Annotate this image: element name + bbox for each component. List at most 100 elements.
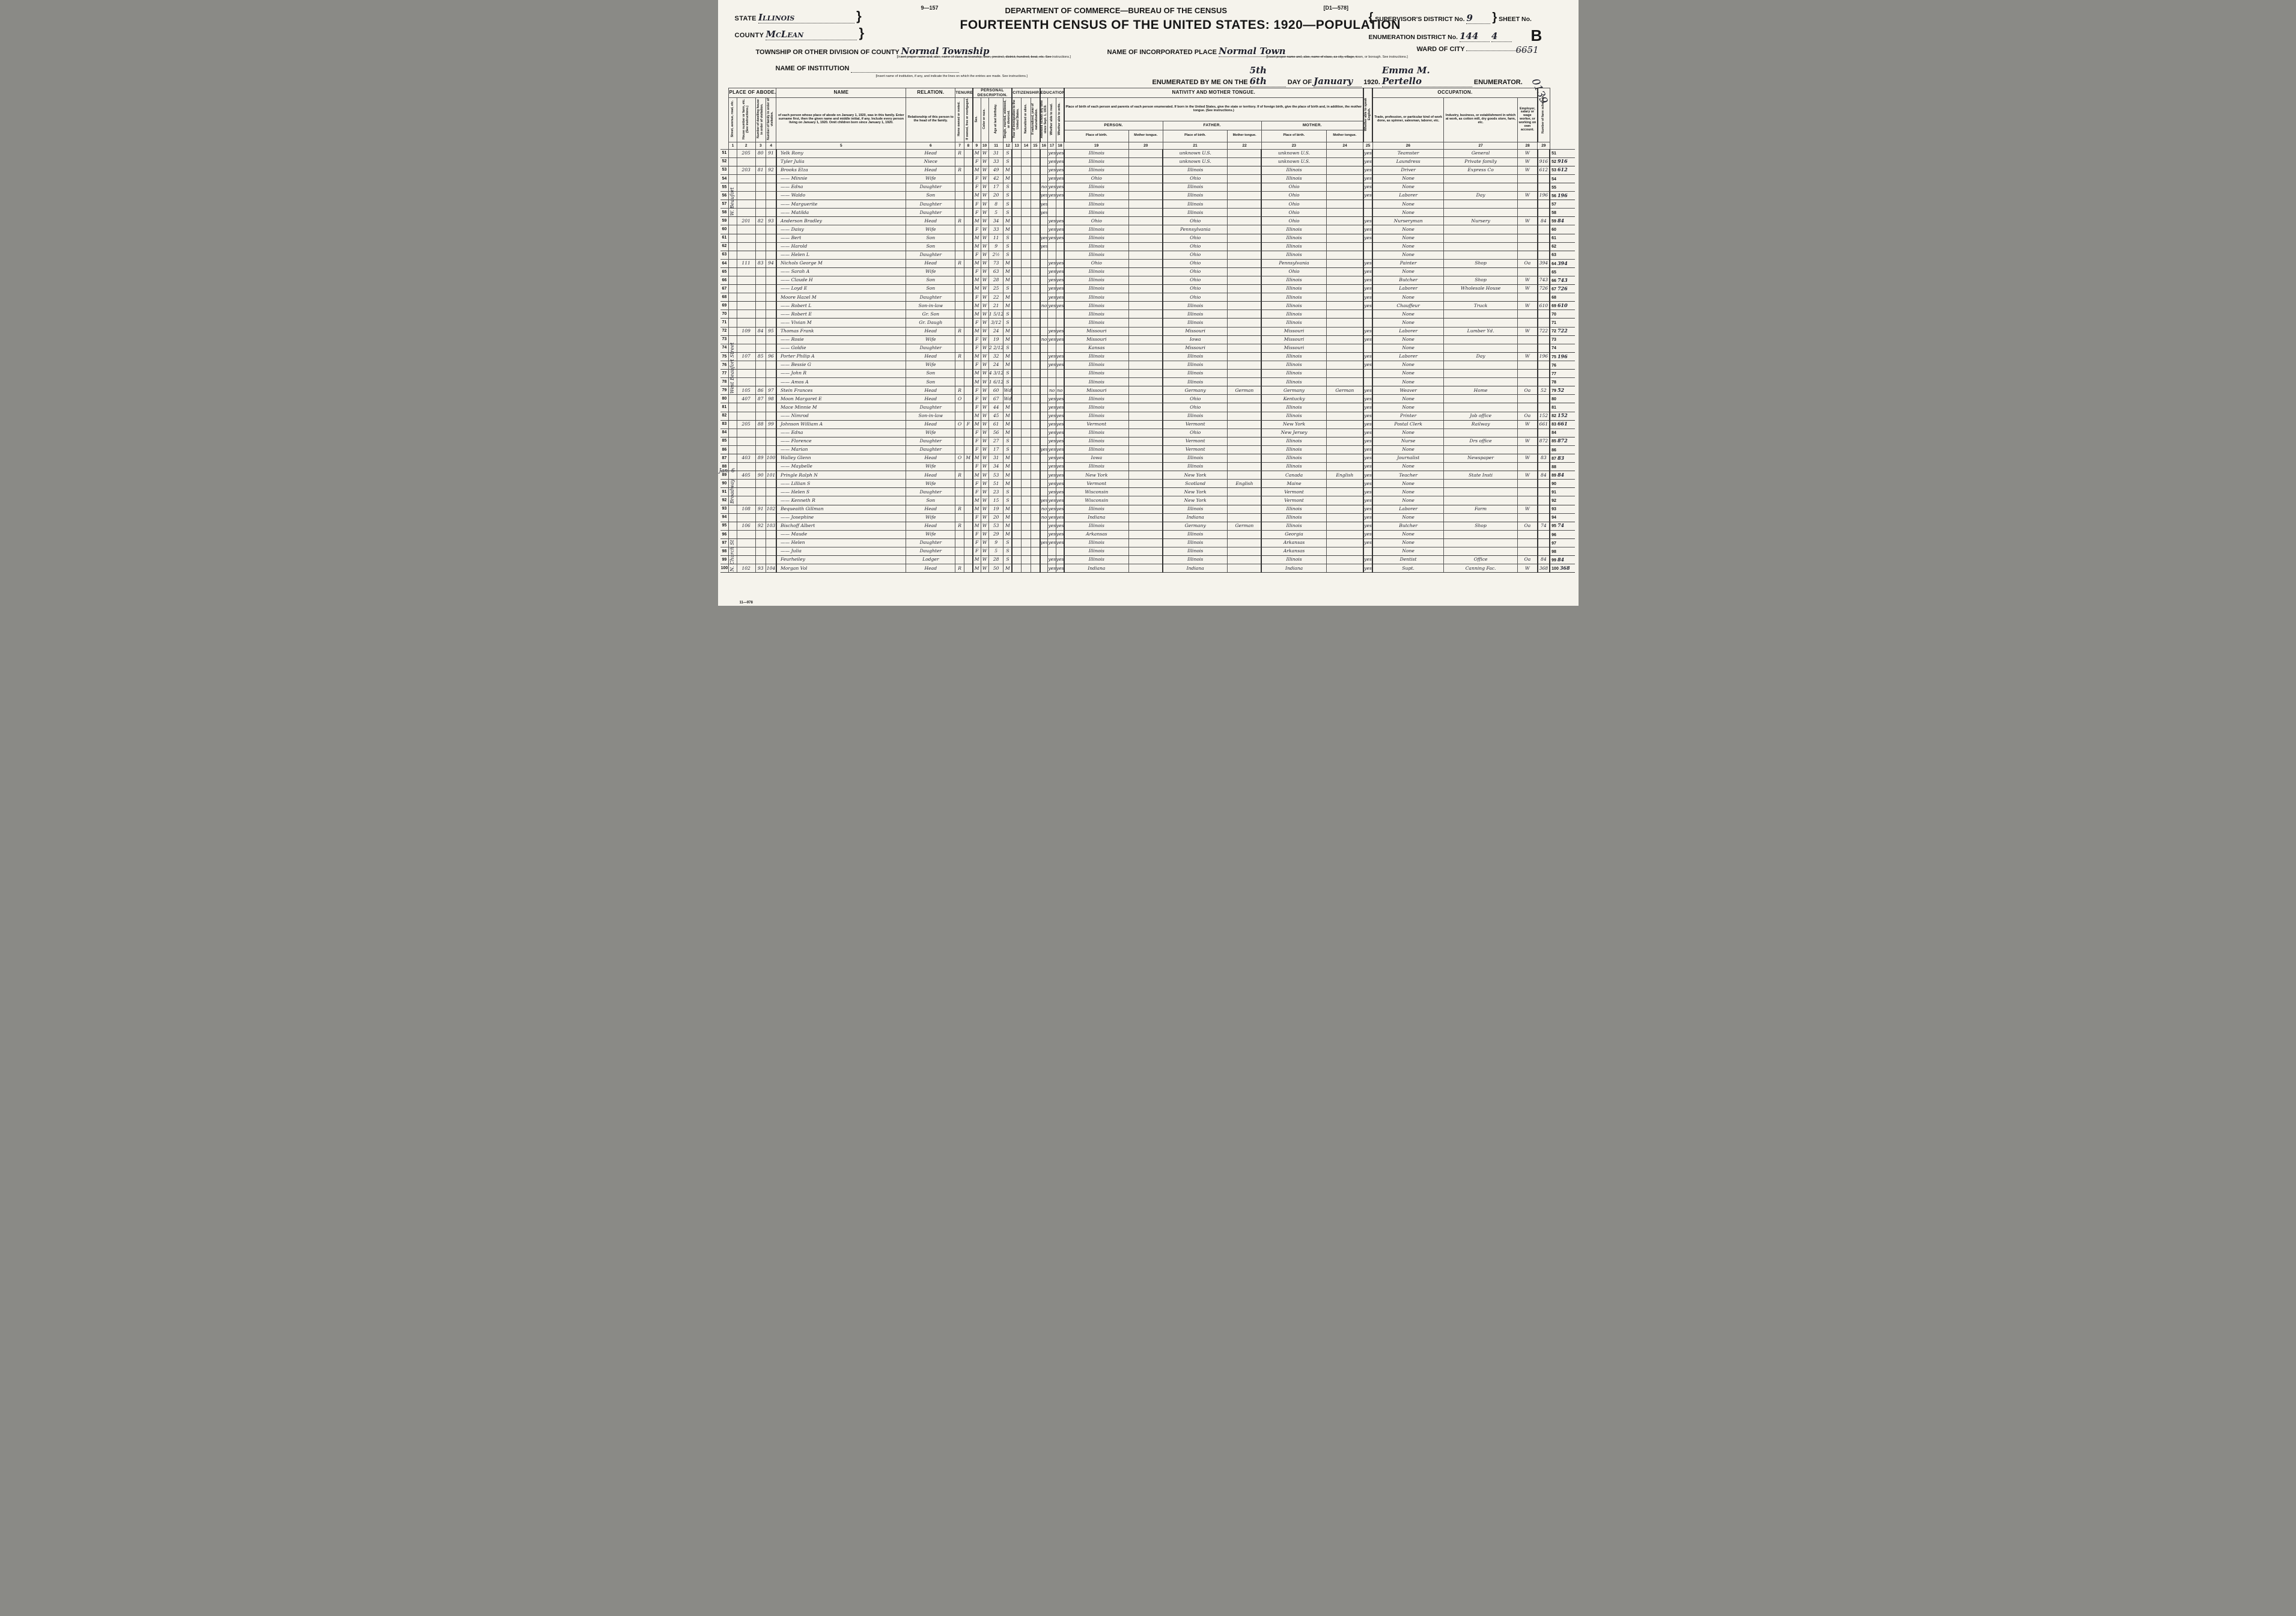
cell-age: 51 <box>988 479 1004 489</box>
cell-age: 49 <box>988 165 1004 175</box>
line-number-left: 92 <box>720 496 729 505</box>
cell-name: —— Sarah A <box>776 267 907 277</box>
cell-father_pob: Pennsylvania <box>1162 225 1228 234</box>
cell-dwelling: 93 <box>755 564 766 573</box>
cell-margin_number: 83 <box>1537 453 1551 463</box>
cell-trade: None <box>1372 225 1444 234</box>
street-name: West Beaufort Street <box>729 342 735 394</box>
cell-marital: M <box>1003 293 1013 302</box>
cell-read: yes <box>1047 335 1056 344</box>
cell-color: W <box>980 445 989 454</box>
cell-employment: Oa <box>1517 411 1538 421</box>
department-line: DEPARTMENT OF COMMERCE—BUREAU OF THE CEN… <box>1005 6 1228 15</box>
cell-relation: Son <box>906 496 956 505</box>
margin-annotation <box>1556 404 1558 410</box>
cell-mother_pob: Missouri <box>1261 335 1327 344</box>
table-row: 74 —— Goldie Daughter F W 2 2/12 S Kansas Missou… <box>720 343 1575 353</box>
cell-immigration_year <box>1011 174 1022 183</box>
cell-employment <box>1517 377 1538 387</box>
cell-english: yes <box>1363 360 1374 370</box>
cell-pob: Illinois <box>1064 369 1130 379</box>
cell-mother_tongue <box>1128 479 1164 489</box>
cell-sex: F <box>972 394 981 404</box>
cell-trade: Laborer <box>1372 352 1444 361</box>
cell-employment <box>1517 208 1538 218</box>
cell-employment <box>1517 309 1538 319</box>
cell-family <box>765 174 777 183</box>
cell-dwelling: 91 <box>755 504 766 514</box>
cell-write: yes <box>1055 471 1065 480</box>
cell-naturalization_year <box>1030 182 1041 192</box>
cell-mother_pob: Missouri <box>1261 343 1327 353</box>
cell-english: yes <box>1363 386 1374 395</box>
cell-name: —— Nimrod <box>776 411 907 421</box>
cell-father_tongue <box>1227 428 1262 438</box>
cell-family <box>765 242 777 251</box>
column-number: 13 <box>1011 141 1022 150</box>
cell-mother_pob: Illinois <box>1261 369 1327 379</box>
column-number: 17 <box>1047 141 1056 150</box>
col-4-header: Number of family in order of visitation. <box>765 97 777 142</box>
cell-school <box>1040 436 1049 446</box>
cell-employment: Oa <box>1517 555 1538 565</box>
cell-margin_number: 394 <box>1537 258 1551 268</box>
cell-margin_number <box>1537 403 1551 412</box>
cell-mother_tongue_m <box>1326 225 1364 234</box>
cell-employment <box>1517 538 1538 548</box>
cell-naturalized <box>1021 191 1031 201</box>
cell-margin_number: 196 <box>1537 352 1551 361</box>
cell-employment: W <box>1517 564 1538 573</box>
cell-naturalization_year <box>1030 165 1041 175</box>
cell-father_tongue <box>1227 318 1262 328</box>
cell-relation: Daughter <box>906 538 956 548</box>
cell-immigration_year <box>1011 258 1022 268</box>
cell-owned_free <box>963 445 973 454</box>
cell-immigration_year <box>1011 555 1022 565</box>
cell-mother_tongue_m <box>1326 462 1364 472</box>
cell-name: —— Lillian S <box>776 479 907 489</box>
cell-industry: Drs office <box>1443 436 1518 446</box>
cell-write: yes <box>1055 258 1065 268</box>
cell-dwelling <box>755 377 766 387</box>
cell-name: —— Bert <box>776 233 907 243</box>
cell-father_tongue <box>1227 555 1262 565</box>
cell-name: —— Julia <box>776 546 907 556</box>
cell-school <box>1040 546 1049 556</box>
cell-father_pob: Illinois <box>1162 165 1228 175</box>
cell-naturalized <box>1021 335 1031 344</box>
cell-color: W <box>980 174 989 183</box>
street-cell <box>728 225 737 234</box>
cell-write: yes <box>1055 411 1065 421</box>
cell-family: 98 <box>765 394 777 404</box>
cell-margin_number <box>1537 343 1551 353</box>
cell-age: 63 <box>988 267 1004 277</box>
cell-father_pob: Vermont <box>1162 436 1228 446</box>
cell-naturalization_year <box>1030 208 1041 218</box>
cell-naturalization_year <box>1030 479 1041 489</box>
cell-age: 19 <box>988 335 1004 344</box>
cell-read <box>1047 309 1056 319</box>
margin-annotation: 52 <box>1557 386 1565 393</box>
cell-trade: None <box>1372 242 1444 251</box>
cell-immigration_year <box>1011 182 1022 192</box>
col-7-header: Home owned or rented. <box>955 97 964 142</box>
cell-owned_free <box>963 258 973 268</box>
cell-employment: W <box>1517 191 1538 201</box>
cell-mother_tongue_m <box>1326 428 1364 438</box>
cell-employment: W <box>1517 165 1538 175</box>
line-number-right: 68 <box>1549 293 1575 302</box>
cell-english: yes <box>1363 326 1374 336</box>
cell-marital: Wd <box>1003 386 1013 395</box>
cell-naturalization_year <box>1030 284 1041 294</box>
cell-sex: F <box>972 174 981 183</box>
cell-sex: F <box>972 513 981 522</box>
cell-read: yes <box>1047 148 1056 158</box>
cell-tenure: R <box>955 564 964 573</box>
col-13-header: Year of immigration to the United States… <box>1011 97 1022 142</box>
cell-relation: Wife <box>906 225 956 234</box>
cell-father_tongue <box>1227 258 1262 268</box>
cell-naturalization_year <box>1030 174 1041 183</box>
table-row: 77 —— John R Son M W 4 3/12 S Illinois Illinois I… <box>720 369 1575 379</box>
